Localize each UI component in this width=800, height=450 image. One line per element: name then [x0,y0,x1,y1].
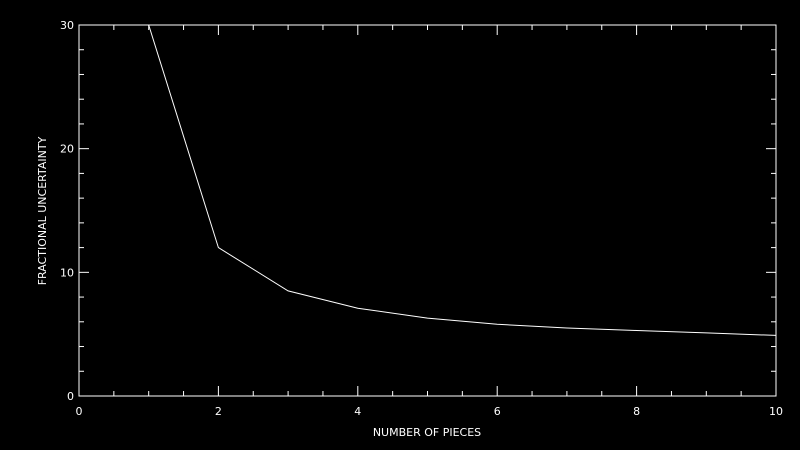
y-axis-label: FRACTIONAL UNCERTAINTY [36,136,49,285]
x-tick-label: 2 [215,405,222,418]
y-axis-tick-labels: 0 10 20 30 [60,19,74,403]
y-tick-label: 30 [60,19,74,32]
x-tick-label: 4 [354,405,361,418]
y-tick-label: 20 [60,143,74,156]
x-tick-label: 6 [494,405,501,418]
plot-frame [78,24,777,397]
series-layer [148,24,777,336]
x-axis-tick-labels: 0 2 4 6 8 10 [76,405,784,418]
axis-ticks [78,24,777,397]
x-tick-label: 0 [76,405,83,418]
y-tick-label: 10 [60,266,74,279]
x-tick-label: 8 [633,405,640,418]
y-tick-label: 0 [67,390,74,403]
x-axis-label: NUMBER OF PIECES [373,426,481,439]
series-line [148,24,777,336]
x-tick-label: 10 [769,405,783,418]
